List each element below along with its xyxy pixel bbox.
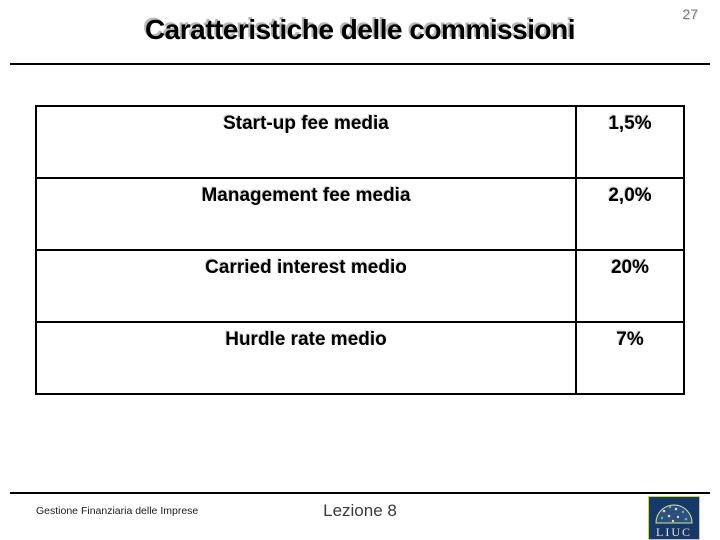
commission-table-body: Start-up fee media 1,5% Management fee m… [35,105,685,395]
table-row: Management fee media 2,0% [35,177,685,251]
row-value: 2,0% [575,177,685,251]
row-label: Start-up fee media [35,105,577,179]
page-number: 27 [682,6,698,22]
slide-title: Caratteristiche delle commissioni [144,14,576,45]
liuc-logo-dome [655,504,693,524]
row-value: 20% [575,249,685,323]
liuc-logo-dome-dots [660,505,688,523]
table-row: Hurdle rate medio 7% [35,321,685,395]
footer-divider [10,492,710,494]
row-label: Carried interest medio [35,249,577,323]
commission-table: Start-up fee media 1,5% Management fee m… [35,105,685,395]
course-name: Gestione Finanziaria delle Imprese [36,505,199,517]
liuc-logo-image: LIUC [648,496,700,540]
lesson-label: Lezione 8 [323,501,397,520]
table-row: Carried interest medio 20% [35,249,685,323]
liuc-logo-text: LIUC [656,525,692,539]
liuc-logo: LIUC [648,496,700,540]
table-row: Start-up fee media 1,5% [35,105,685,179]
row-label: Management fee media [35,177,577,251]
row-value: 1,5% [575,105,685,179]
title-divider [10,63,710,65]
row-label: Hurdle rate medio [35,321,577,395]
row-value: 7% [575,321,685,395]
